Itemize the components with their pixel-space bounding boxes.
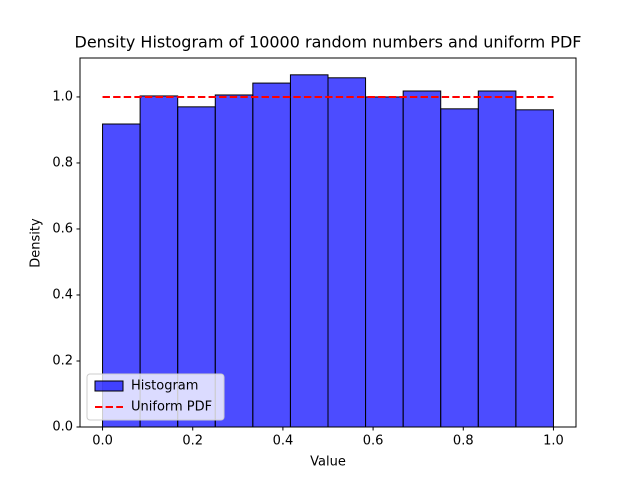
y-tick-label: 0.2 [52, 353, 73, 368]
x-tick-label: 0.6 [363, 434, 384, 449]
y-tick-label: 0.0 [52, 420, 73, 435]
chart-title: Density Histogram of 10000 random number… [75, 33, 582, 52]
bar [252, 82, 291, 428]
legend-label: Histogram [131, 379, 198, 394]
y-tick-label: 0.8 [52, 155, 73, 170]
bar [477, 90, 517, 428]
bar [289, 74, 329, 428]
x-tick-label: 0.4 [273, 434, 294, 449]
bar [327, 77, 367, 428]
bar [402, 90, 442, 428]
x-axis-label: Value [310, 455, 346, 470]
y-tick-label: 0.4 [52, 287, 73, 302]
y-axis-label: Density [29, 218, 44, 268]
legend-label: Uniform PDF [131, 400, 212, 415]
x-tick-label: 0.0 [92, 434, 113, 449]
bar [515, 109, 554, 428]
x-tick-label: 0.2 [182, 434, 203, 449]
plot-frame [79, 57, 577, 428]
legend-swatch [94, 380, 124, 392]
y-tick-label: 0.6 [52, 221, 73, 236]
x-tick-label: 1.0 [543, 434, 564, 449]
y-tick-label: 1.0 [52, 89, 73, 104]
bar [440, 108, 479, 428]
bar [365, 96, 404, 428]
x-tick-label: 0.8 [453, 434, 474, 449]
